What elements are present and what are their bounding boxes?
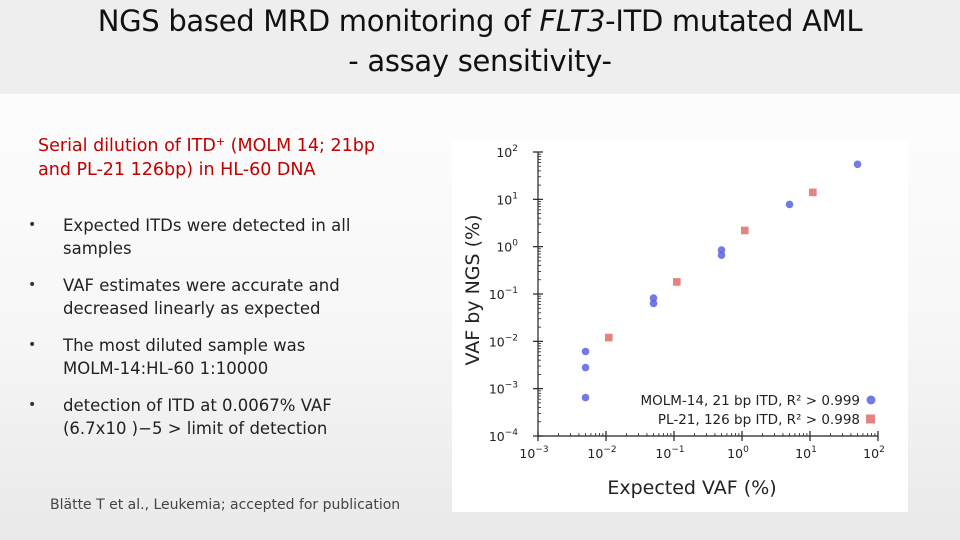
bullet-item: • detection of ITD at 0.0067% VAF (6.7x1… <box>28 394 428 440</box>
bullet-dot-icon: • <box>28 397 37 413</box>
y-tick-label: 10−3 <box>489 381 518 397</box>
subtitle: Serial dilution of ITD+ (MOLM 14; 21bp a… <box>38 130 458 182</box>
chart-legend: MOLM-14, 21 bp ITD, R² > 0.999 PL-21, 126… <box>640 393 876 428</box>
bullet-text-line2: MOLM-14:HL-60 1:10000 <box>63 359 269 378</box>
bullet-item: • VAF estimates were accurate and decrea… <box>28 274 428 320</box>
x-axis-label: Expected VAF (%) <box>607 477 776 499</box>
molm14-data-point <box>785 200 794 209</box>
subtitle-text-cont: (MOLM 14; 21bp <box>225 136 375 156</box>
bullet-text-line2: (6.7x10 )−5 > limit of detection <box>63 419 328 438</box>
subtitle-line1: Serial dilution of ITD+ (MOLM 14; 21bp <box>38 130 458 158</box>
bullet-text-line2: samples <box>63 239 132 258</box>
bullet-dot-icon: • <box>28 277 37 293</box>
bullet-dot-icon: • <box>28 217 37 233</box>
title-text-prefix: NGS based MRD monitoring of <box>97 4 540 38</box>
bullet-dot-icon: • <box>28 337 37 353</box>
y-tick-label: 102 <box>496 144 518 160</box>
pl21-data-point <box>673 278 681 286</box>
bullet-text-line1: VAF estimates were accurate and <box>63 276 340 295</box>
x-tick-label: 101 <box>795 445 817 461</box>
pl21-data-point <box>809 188 817 197</box>
chart-panel: 102 101 100 10−1 10−2 10−3 10−4 10−3 10−2 10−1 100… <box>452 140 908 512</box>
subtitle-superscript: + <box>215 135 226 148</box>
bullet-text-line1: Expected ITDs were detected in all <box>63 216 351 235</box>
molm14-data-point <box>853 160 862 169</box>
bullet-item: • Expected ITDs were detected in all sam… <box>28 214 428 260</box>
slide-title-line1: NGS based MRD monitoring of FLT3-ITD mut… <box>0 4 960 38</box>
molm14-data-point <box>717 251 726 260</box>
y-tick-label: 10−1 <box>489 286 518 302</box>
y-tick-label: 10−4 <box>489 428 518 444</box>
y-tick-label: 101 <box>496 191 518 207</box>
bullet-text-line2: decreased linearly as expected <box>63 299 321 318</box>
x-tick-label: 10−1 <box>655 445 684 461</box>
molm14-data-point <box>649 294 658 302</box>
slide-title-line2: - assay sensitivity- <box>348 44 612 78</box>
legend-entry-label: PL-21, 126 bp ITD, R² > 0.998 <box>658 412 860 428</box>
molm14-data-point <box>581 347 590 356</box>
pl21-data-point <box>605 333 613 342</box>
citation: Blätte T et al., Leukemia; accepted for … <box>50 497 401 513</box>
molm14-data-point <box>581 363 590 372</box>
subtitle-line2: and PL-21 126bp) in HL-60 DNA <box>38 160 316 180</box>
y-tick-label: 10−2 <box>489 333 518 349</box>
legend-circle-marker <box>866 395 876 405</box>
bullet-text-line1: detection of ITD at 0.0067% VAF <box>63 396 332 415</box>
molm14-data-point <box>581 393 590 402</box>
title-band: NGS based MRD monitoring of FLT3-ITD mut… <box>0 0 960 94</box>
title-gene-name: FLT3 <box>539 4 606 38</box>
subtitle-text: Serial dilution of ITD <box>38 136 216 156</box>
bullet-item: • The most diluted sample was MOLM-14:HL… <box>28 334 428 380</box>
title-text-suffix: -ITD mutated AML <box>605 4 863 38</box>
bullet-text-line1: The most diluted sample was <box>63 336 306 355</box>
x-tick-label: 100 <box>727 445 749 461</box>
pl21-data-point <box>741 226 749 235</box>
plot-points <box>581 160 862 402</box>
molm14-data-point <box>717 246 726 254</box>
bullet-list: • Expected ITDs were detected in all sam… <box>28 214 428 454</box>
legend-square-marker <box>866 414 875 424</box>
x-tick-label: 102 <box>863 445 885 461</box>
legend-entry-label: MOLM-14, 21 bp ITD, R² > 0.999 <box>640 393 860 409</box>
molm14-data-point <box>649 299 658 308</box>
y-axis-label: VAF by NGS (%) <box>462 214 484 365</box>
x-tick-label: 10−3 <box>519 445 548 461</box>
y-tick-label: 100 <box>496 239 518 255</box>
x-tick-label: 10−2 <box>587 445 616 461</box>
